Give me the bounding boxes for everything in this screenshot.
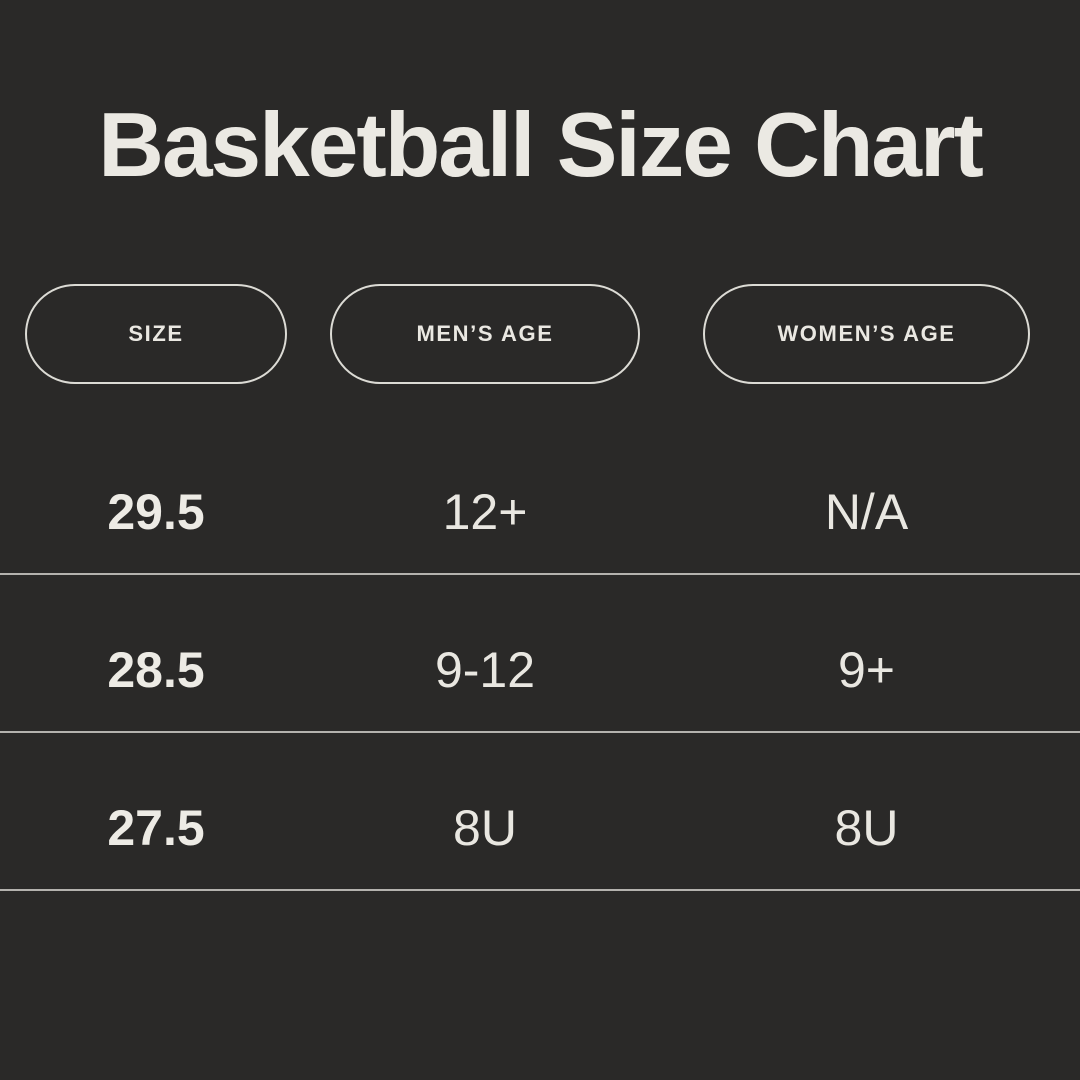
cell-size: 27.5 (107, 800, 205, 856)
column-header-pill-mens-age: MEN’S AGE (330, 284, 640, 384)
cell-mens-age: 12+ (442, 484, 528, 540)
cell-womens-age: 8U (834, 800, 899, 856)
table-row: 27.5 8U 8U (0, 733, 1080, 891)
column-header-pill-size: SIZE (25, 284, 287, 384)
column-header-pill-womens-age: WOMEN’S AGE (703, 284, 1030, 384)
size-table: 29.5 12+ N/A 28.5 9-12 9+ 27.5 8U 8U (0, 417, 1080, 891)
cell-mens-age: 9-12 (434, 642, 536, 698)
cell-mens-age: 8U (453, 800, 517, 856)
table-row: 28.5 9-12 9+ (0, 575, 1080, 733)
cell-size: 29.5 (107, 484, 205, 540)
table-row: 29.5 12+ N/A (0, 417, 1080, 575)
cell-size: 28.5 (107, 642, 205, 698)
column-header-label-mens-age: MEN’S AGE (416, 321, 554, 346)
column-header-label-womens-age: WOMEN’S AGE (777, 321, 956, 346)
page-title: Basketball Size Chart (98, 95, 984, 196)
column-header-label-size: SIZE (128, 321, 184, 346)
cell-womens-age: 9+ (837, 642, 895, 698)
cell-womens-age: N/A (824, 484, 909, 540)
